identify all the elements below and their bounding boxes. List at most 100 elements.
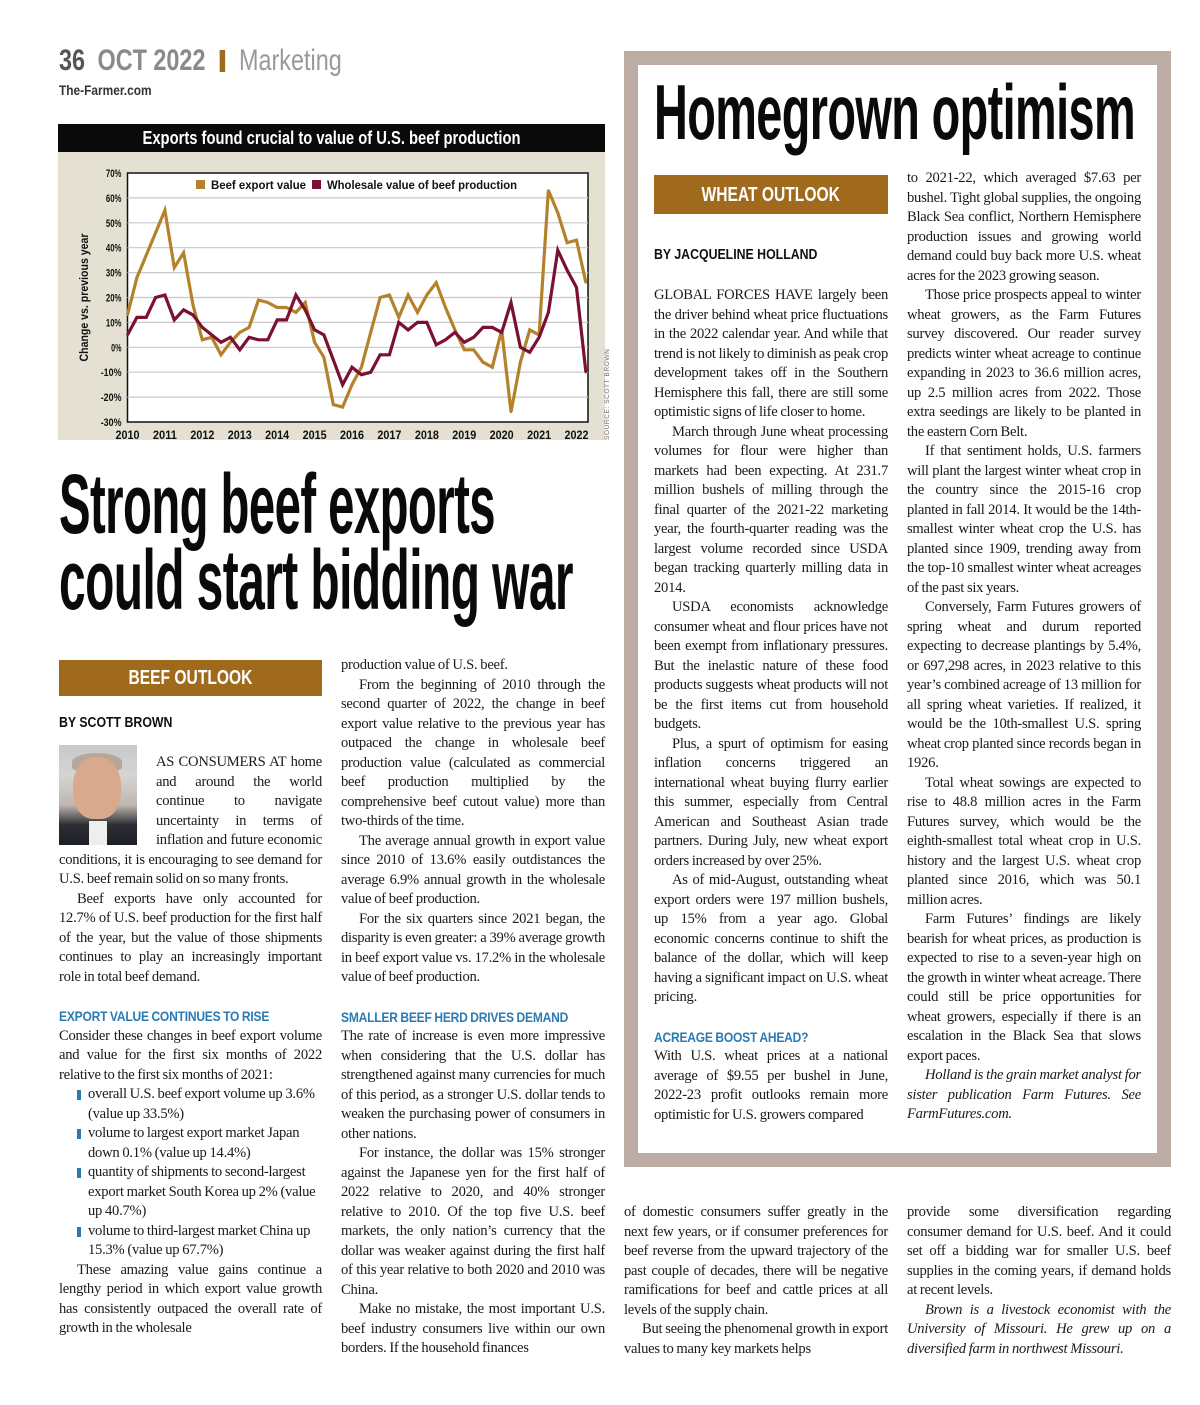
beef-chart: Exports found crucial to value of U.S. b… bbox=[58, 124, 605, 440]
legend-label: Wholesale value of beef production bbox=[327, 178, 517, 192]
data-point bbox=[322, 356, 326, 359]
subhead: EXPORT VALUE CONTINUES TO RISE bbox=[59, 1008, 270, 1024]
paragraph: production value of U.S. beef. bbox=[341, 657, 508, 673]
data-point bbox=[509, 410, 513, 414]
data-point bbox=[425, 321, 429, 324]
data-point bbox=[369, 371, 372, 374]
wheat-column-2: to 2021-22, which averaged $7.63 per bus… bbox=[907, 169, 1141, 1125]
paragraph: Plus, a spurt of optimism for easing inf… bbox=[654, 735, 888, 869]
section-name: Marketing bbox=[239, 44, 342, 77]
data-point bbox=[275, 318, 279, 322]
x-tick-label: 2015 bbox=[303, 428, 327, 440]
chart-title: Exports found crucial to value of U.S. b… bbox=[58, 124, 605, 152]
data-point bbox=[229, 336, 232, 339]
y-tick-label: -30% bbox=[101, 417, 122, 429]
data-point bbox=[294, 293, 298, 297]
beef-headline-line-2: could start bidding war bbox=[59, 533, 574, 627]
paragraph: For instance, the dollar was 15% stronge… bbox=[341, 1145, 605, 1298]
data-point bbox=[332, 403, 335, 406]
data-point bbox=[238, 348, 241, 351]
data-point bbox=[313, 341, 316, 344]
x-tick-label: 2016 bbox=[340, 428, 364, 440]
data-point bbox=[266, 338, 270, 342]
data-point bbox=[219, 341, 223, 344]
y-tick-label: 70% bbox=[106, 168, 122, 180]
data-point bbox=[491, 366, 494, 369]
data-point bbox=[126, 313, 129, 317]
paragraph: Conversely, Farm Futures growers of spri… bbox=[907, 599, 1141, 771]
subhead: ACREAGE BOOST AHEAD? bbox=[654, 1028, 809, 1045]
data-point bbox=[163, 209, 167, 212]
data-point bbox=[257, 298, 260, 302]
paragraph: If that sentiment holds, U.S. farmers wi… bbox=[907, 443, 1141, 596]
author-photo bbox=[59, 745, 137, 845]
data-point bbox=[238, 331, 241, 334]
bullet-icon bbox=[77, 1129, 81, 1139]
paragraph: But seeing the phenomenal growth in expo… bbox=[624, 1321, 888, 1357]
data-point bbox=[257, 338, 260, 342]
paragraph: USDA economists acknowledge consumer whe… bbox=[654, 599, 888, 732]
data-point bbox=[201, 326, 204, 329]
x-tick-label: 2021 bbox=[527, 428, 551, 440]
paragraph: to 2021-22, which averaged $7.63 per bus… bbox=[907, 170, 1141, 284]
paragraph: Farm Futures’ findings are likely bearis… bbox=[907, 911, 1141, 1064]
data-point bbox=[397, 321, 400, 324]
data-point bbox=[191, 313, 195, 317]
list-item: volume to largest export market Japan do… bbox=[77, 1124, 322, 1163]
page-number: 36 bbox=[59, 44, 86, 77]
x-tick-label: 2018 bbox=[415, 428, 439, 440]
data-point bbox=[556, 211, 559, 215]
beef-byline: BY SCOTT BROWN bbox=[59, 715, 173, 731]
data-point bbox=[154, 296, 157, 299]
author-bio: Holland is the grain market analyst for … bbox=[907, 1067, 1141, 1122]
data-point bbox=[444, 306, 447, 309]
paragraph: Beef exports have only accounted for 12.… bbox=[59, 890, 322, 985]
data-point bbox=[360, 373, 363, 376]
y-tick-label: 10% bbox=[106, 317, 122, 329]
data-point bbox=[434, 343, 438, 347]
paragraph: Total wheat sowings are expected to rise… bbox=[907, 774, 1141, 908]
paragraph: With U.S. wheat prices at a national ave… bbox=[654, 1048, 888, 1123]
legend-swatch bbox=[312, 180, 321, 189]
data-point bbox=[350, 383, 354, 386]
paragraph: of domestic consumers suffer greatly in … bbox=[624, 1204, 888, 1318]
data-point bbox=[191, 303, 195, 307]
bullet-icon bbox=[77, 1168, 81, 1178]
y-tick-label: 0% bbox=[111, 342, 122, 354]
data-point bbox=[173, 318, 176, 322]
beef-outlook-tag: BEEF OUTLOOK bbox=[59, 660, 322, 696]
paragraph: Make no mistake, the most important U.S.… bbox=[341, 1301, 605, 1356]
chart-source: SOURCE: SCOTT BROWN bbox=[604, 348, 611, 440]
data-point bbox=[556, 248, 559, 252]
data-point bbox=[210, 333, 213, 337]
data-point bbox=[247, 336, 251, 339]
data-point bbox=[425, 293, 429, 297]
data-point bbox=[313, 328, 316, 332]
paragraph: GLOBAL FORCES HAVE largely been the driv… bbox=[654, 287, 888, 420]
paragraph: The average annual growth in export valu… bbox=[341, 832, 605, 908]
data-point bbox=[135, 316, 139, 319]
paragraph: Those price prospects appeal to winter w… bbox=[907, 287, 1141, 440]
y-axis-label: Change vs. previous year bbox=[77, 233, 91, 361]
data-point bbox=[575, 286, 578, 289]
data-point bbox=[285, 318, 288, 322]
bullet-list: overall U.S. beef export volume up 3.6% … bbox=[59, 1085, 322, 1261]
beef-headline-line-1: Strong beef exports bbox=[59, 457, 496, 551]
data-point bbox=[434, 281, 438, 284]
data-point bbox=[472, 348, 475, 351]
data-point bbox=[135, 276, 139, 279]
data-point bbox=[565, 268, 569, 272]
data-point bbox=[575, 239, 578, 242]
wheat-headline: Homegrown optimism bbox=[654, 68, 1136, 156]
author-bio: Brown is a livestock economist with the … bbox=[907, 1301, 1171, 1357]
x-tick-label: 2010 bbox=[116, 428, 140, 440]
page-header: 36 OCT 2022 Marketing bbox=[59, 44, 342, 78]
bullet-icon bbox=[77, 1090, 81, 1100]
data-point bbox=[388, 293, 391, 297]
data-point bbox=[201, 338, 204, 342]
data-point bbox=[304, 308, 307, 312]
beef-headline: Strong beef exports could start bidding … bbox=[59, 457, 960, 622]
data-point bbox=[584, 371, 588, 374]
header-divider bbox=[219, 50, 225, 72]
data-point bbox=[528, 328, 531, 332]
